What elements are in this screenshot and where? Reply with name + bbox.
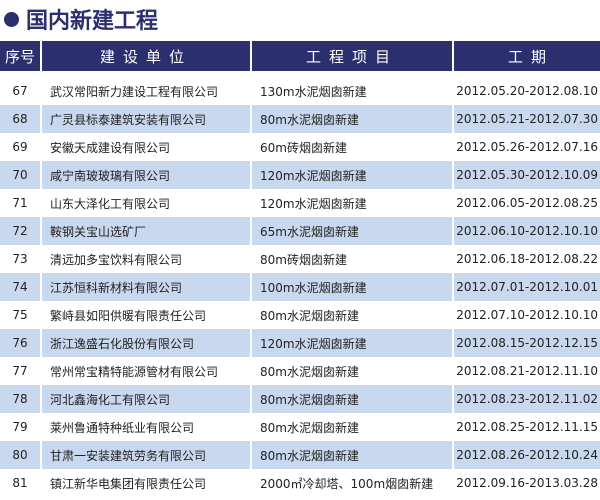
header-unit: 建设单位 [42, 41, 250, 77]
projects-table: 序号 建设单位 工程项目 工期 67 武汉常阳新力建设工程有限公司 130m水泥烟囱… [0, 41, 600, 497]
row-number: 77 [12, 364, 28, 378]
table-header: 序号 建设单位 工程项目 工期 [0, 41, 600, 77]
row-unit: 江苏恒科新材料有限公司 [42, 273, 250, 301]
header-period: 工期 [454, 41, 600, 77]
row-period: 2012.07.01-2012.10.01 [454, 273, 600, 301]
row-period: 2012.08.26-2012.10.24 [454, 441, 600, 469]
row-unit: 镇江新华电集团有限责任公司 [50, 476, 207, 491]
row-number: 70 [0, 161, 40, 189]
row-project: 80m水泥烟囱新建 [252, 385, 452, 413]
row-period: 2012.07.10-2012.10.10 [456, 308, 598, 322]
row-unit: 浙江逸盛石化股份有限公司 [42, 329, 250, 357]
row-unit: 武汉常阳新力建设工程有限公司 [50, 84, 219, 99]
row-number: 69 [12, 140, 28, 154]
table-row: 77 常州常宝精特能源管材有限公司 80m水泥烟囱新建 2012.08.21-2012… [0, 357, 600, 385]
row-period: 2012.06.05-2012.08.25 [456, 196, 598, 210]
row-number: 80 [0, 441, 40, 469]
row-period: 2012.05.26-2012.07.16 [456, 140, 598, 154]
row-period: 2012.08.25-2012.11.15 [456, 420, 598, 434]
section-title-text: 国内新建工程 [26, 9, 159, 34]
table-row: 69 安徽天成建设有限公司 60m砖烟囱新建 2012.05.26-2012.07.1… [0, 133, 600, 161]
table-row: 75 繁峙县如阳供暖有限责任公司 80m水泥烟囱新建 2012.07.10-2012.… [0, 301, 600, 329]
row-unit: 河北鑫海化工有限公司 [42, 385, 250, 413]
row-unit: 甘肃一安装建筑劳务有限公司 [42, 441, 250, 469]
row-unit: 繁峙县如阳供暖有限责任公司 [50, 308, 207, 323]
row-unit: 咸宁南玻玻璃有限公司 [42, 161, 250, 189]
row-project: 80m水泥烟囱新建 [260, 308, 359, 323]
row-project: 100m水泥烟囱新建 [252, 273, 452, 301]
row-number: 67 [12, 84, 28, 98]
row-number: 73 [12, 252, 28, 266]
row-unit: 清远加多宝饮料有限公司 [50, 252, 183, 267]
row-project: 80m砖烟囱新建 [260, 252, 347, 267]
row-project: 120m水泥烟囱新建 [252, 329, 452, 357]
table-row: 73 清远加多宝饮料有限公司 80m砖烟囱新建 2012.06.18-2012.08.… [0, 245, 600, 273]
table-row: 76 浙江逸盛石化股份有限公司 120m水泥烟囱新建 2012.08.15-2012.… [0, 329, 600, 357]
row-period: 2012.05.20-2012.08.10 [456, 84, 598, 98]
row-period: 2012.09.16-2013.03.28 [456, 476, 598, 490]
row-project: 80m水泥烟囱新建 [260, 364, 359, 379]
row-number: 79 [12, 420, 28, 434]
header-project: 工程项目 [252, 41, 452, 77]
row-unit: 莱州鲁通特种纸业有限公司 [50, 420, 195, 435]
table-row: 68 广灵县标泰建筑安装有限公司 80m水泥烟囱新建 2012.05.21-2012.… [0, 105, 600, 133]
row-number: 74 [0, 273, 40, 301]
bullet-icon [4, 11, 19, 27]
row-number: 76 [0, 329, 40, 357]
row-project: 80m水泥烟囱新建 [260, 420, 359, 435]
row-unit: 山东大泽化工有限公司 [50, 196, 171, 211]
row-number: 81 [12, 476, 28, 490]
table-row: 72 鞍钢关宝山选矿厂 65m水泥烟囱新建 2012.06.10-2012.10.10 [0, 217, 600, 245]
row-project: 60m砖烟囱新建 [260, 140, 347, 155]
row-number: 72 [0, 217, 40, 245]
row-period: 2012.08.15-2012.12.15 [454, 329, 600, 357]
table-row: 78 河北鑫海化工有限公司 80m水泥烟囱新建 2012.08.23-2012.11.… [0, 385, 600, 413]
row-number: 71 [12, 196, 28, 210]
header-no: 序号 [0, 41, 40, 77]
row-number: 78 [0, 385, 40, 413]
row-project: 80m水泥烟囱新建 [252, 105, 452, 133]
section-title: 国内新建工程 [4, 4, 158, 34]
row-period: 2012.06.18-2012.08.22 [456, 252, 598, 266]
row-unit: 广灵县标泰建筑安装有限公司 [42, 105, 250, 133]
row-project: 2000㎡冷却塔、100m烟囱新建 [260, 476, 434, 491]
row-period: 2012.05.21-2012.07.30 [454, 105, 600, 133]
row-project: 130m水泥烟囱新建 [260, 84, 367, 99]
row-number: 75 [12, 308, 28, 322]
row-period: 2012.05.30-2012.10.09 [454, 161, 600, 189]
table-row: 80 甘肃一安装建筑劳务有限公司 80m水泥烟囱新建 2012.08.26-2012.… [0, 441, 600, 469]
table-row: 81 镇江新华电集团有限责任公司 2000㎡冷却塔、100m烟囱新建 2012.09.… [0, 469, 600, 497]
row-project: 65m水泥烟囱新建 [252, 217, 452, 245]
row-number: 68 [0, 105, 40, 133]
row-unit: 鞍钢关宝山选矿厂 [42, 217, 250, 245]
row-unit: 常州常宝精特能源管材有限公司 [50, 364, 219, 379]
row-period: 2012.08.23-2012.11.02 [454, 385, 600, 413]
table-row: 67 武汉常阳新力建设工程有限公司 130m水泥烟囱新建 2012.05.20-201… [0, 77, 600, 105]
row-project: 120m水泥烟囱新建 [260, 196, 367, 211]
table-row: 79 莱州鲁通特种纸业有限公司 80m水泥烟囱新建 2012.08.25-2012.1… [0, 413, 600, 441]
row-period: 2012.08.21-2012.11.10 [456, 364, 598, 378]
row-unit: 安徽天成建设有限公司 [50, 140, 171, 155]
table-row: 70 咸宁南玻玻璃有限公司 120m水泥烟囱新建 2012.05.30-2012.10… [0, 161, 600, 189]
row-period: 2012.06.10-2012.10.10 [454, 217, 600, 245]
table-row: 71 山东大泽化工有限公司 120m水泥烟囱新建 2012.06.05-2012.08… [0, 189, 600, 217]
row-project: 80m水泥烟囱新建 [252, 441, 452, 469]
row-project: 120m水泥烟囱新建 [252, 161, 452, 189]
table-row: 74 江苏恒科新材料有限公司 100m水泥烟囱新建 2012.07.01-2012.1… [0, 273, 600, 301]
